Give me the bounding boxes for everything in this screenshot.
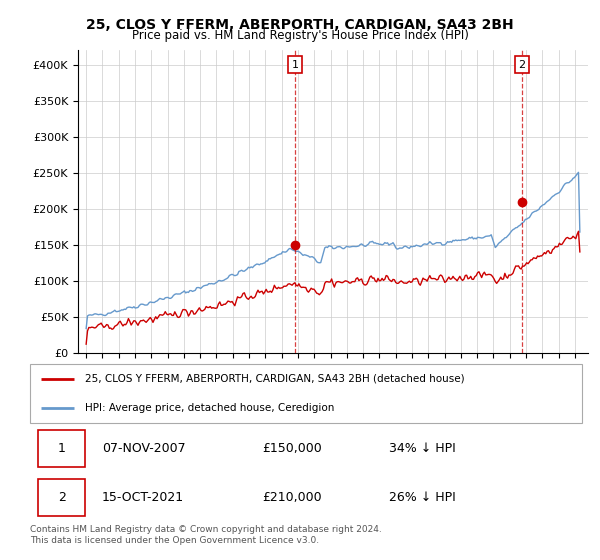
Text: 15-OCT-2021: 15-OCT-2021	[102, 491, 184, 504]
Text: 2: 2	[58, 491, 65, 504]
Text: 1: 1	[292, 60, 299, 70]
Text: 34% ↓ HPI: 34% ↓ HPI	[389, 442, 455, 455]
Text: 07-NOV-2007: 07-NOV-2007	[102, 442, 185, 455]
Text: 2: 2	[518, 60, 526, 70]
FancyBboxPatch shape	[38, 479, 85, 516]
Text: HPI: Average price, detached house, Ceredigion: HPI: Average price, detached house, Cere…	[85, 403, 335, 413]
FancyBboxPatch shape	[38, 430, 85, 467]
Text: 26% ↓ HPI: 26% ↓ HPI	[389, 491, 455, 504]
Text: Price paid vs. HM Land Registry's House Price Index (HPI): Price paid vs. HM Land Registry's House …	[131, 29, 469, 42]
Text: Contains HM Land Registry data © Crown copyright and database right 2024.
This d: Contains HM Land Registry data © Crown c…	[30, 525, 382, 545]
Text: £210,000: £210,000	[262, 491, 322, 504]
Text: 25, CLOS Y FFERM, ABERPORTH, CARDIGAN, SA43 2BH: 25, CLOS Y FFERM, ABERPORTH, CARDIGAN, S…	[86, 18, 514, 32]
FancyBboxPatch shape	[30, 364, 582, 423]
Text: 1: 1	[58, 442, 65, 455]
Text: 25, CLOS Y FFERM, ABERPORTH, CARDIGAN, SA43 2BH (detached house): 25, CLOS Y FFERM, ABERPORTH, CARDIGAN, S…	[85, 374, 465, 384]
Text: £150,000: £150,000	[262, 442, 322, 455]
